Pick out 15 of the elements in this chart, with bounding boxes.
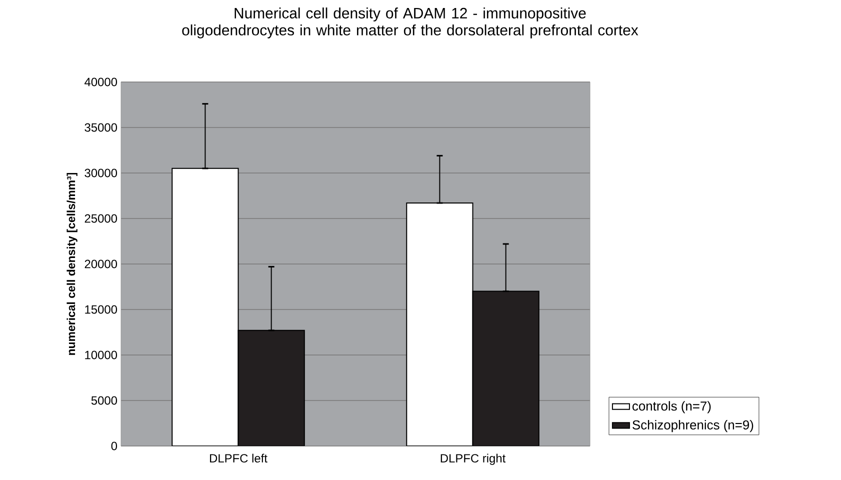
y-tick-label: 10000 [85,350,118,360]
y-tick-label: 25000 [84,214,118,223]
y-tick-label: 40000 [84,78,118,86]
legend-label: controls (n=7) [632,401,711,414]
y-tick-label: 35000 [84,123,118,132]
y-tick-label: 30000 [84,168,118,178]
x-tick-label: DLPFC right [440,454,506,465]
y-tick-label: 20000 [84,260,118,268]
y-tick-label: 0 [111,442,118,450]
legend-label: Schizophrenics (n=9) [632,420,754,432]
y-tick-label: 5000 [91,396,118,405]
y-axis-title: numerical cell density [cells/mm³] [66,172,78,355]
y-tick-label: 15000 [85,305,118,314]
chart-title: Numerical cell density of ADAM 12 - immunopositive oligodendrocytes in white matter of the dorsolateral prefrontal cortex [182,8,638,38]
x-tick-label: DLPFC left [210,454,268,463]
